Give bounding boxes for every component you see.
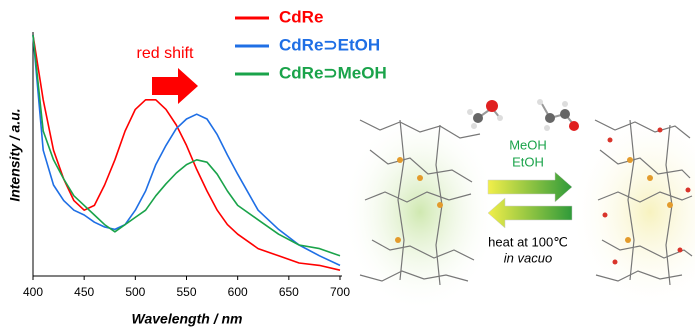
reverse-arrow <box>488 198 572 228</box>
ethanol-molecule <box>537 99 579 131</box>
guest-label: MeOH <box>509 137 547 152</box>
x-tick-label: 650 <box>279 285 299 299</box>
x-tick-label: 500 <box>125 285 145 299</box>
x-tick-label: 450 <box>74 285 94 299</box>
x-tick-label: 400 <box>23 285 43 299</box>
x-tick-label: 700 <box>330 285 350 299</box>
guest-label: EtOH <box>512 154 544 169</box>
host-glow <box>342 112 498 312</box>
shift-arrow <box>152 68 198 104</box>
condition-label: in vacuo <box>504 250 552 265</box>
legend-label: CdRe⊃MeOH <box>279 63 387 82</box>
legend-label: CdRe⊃EtOH <box>279 35 380 54</box>
condition-label: heat at 100℃ <box>488 234 568 249</box>
x-axis-label: Wavelength / nm <box>132 311 243 327</box>
y-axis-label: Intensity / a.u. <box>7 108 23 201</box>
annotation: red shift <box>137 45 194 62</box>
figure: Wavelength / nm Intensity / a.u. red shi… <box>0 0 695 332</box>
methanol-molecule <box>467 100 503 129</box>
forward-arrow <box>488 172 572 202</box>
x-tick-label: 550 <box>176 285 196 299</box>
legend-label: CdRe <box>279 7 323 26</box>
x-tick-label: 600 <box>228 285 248 299</box>
